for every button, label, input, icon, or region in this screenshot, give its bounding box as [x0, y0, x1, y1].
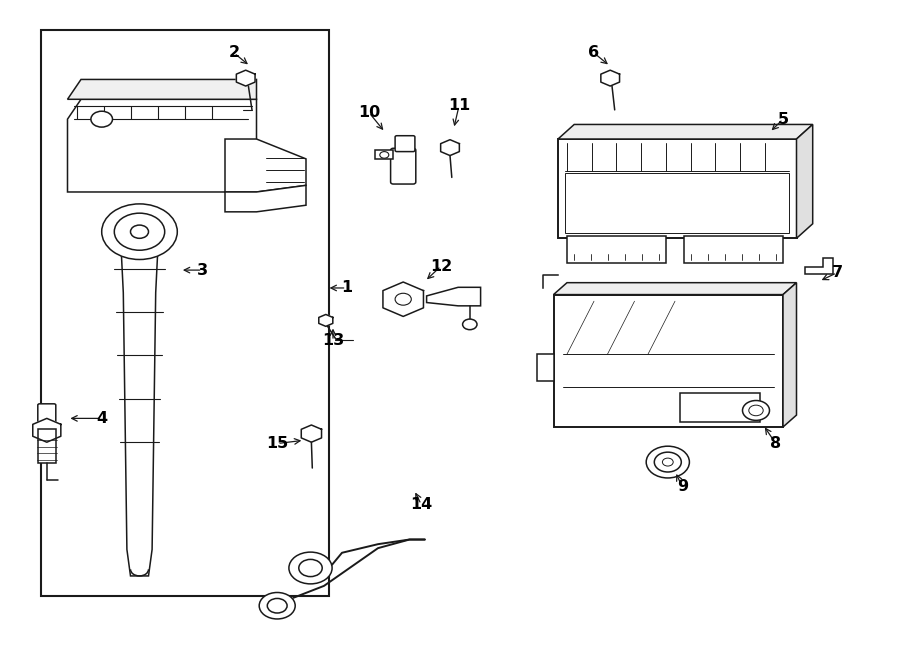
Polygon shape — [375, 150, 393, 159]
Polygon shape — [601, 70, 619, 86]
Text: 10: 10 — [358, 105, 380, 120]
Circle shape — [742, 401, 770, 420]
Polygon shape — [554, 283, 796, 295]
Polygon shape — [319, 314, 333, 326]
Bar — [565, 173, 789, 233]
Text: 1: 1 — [341, 281, 352, 295]
Polygon shape — [427, 287, 481, 306]
Bar — [38, 429, 56, 463]
Circle shape — [114, 213, 165, 250]
Bar — [554, 295, 783, 427]
Polygon shape — [68, 99, 256, 192]
Circle shape — [395, 293, 411, 305]
Text: 7: 7 — [832, 265, 842, 280]
Polygon shape — [796, 124, 813, 238]
Polygon shape — [558, 124, 813, 139]
Polygon shape — [68, 79, 256, 99]
Text: 13: 13 — [322, 334, 344, 348]
Polygon shape — [783, 283, 796, 427]
Text: 3: 3 — [197, 263, 208, 277]
Circle shape — [289, 552, 332, 584]
Circle shape — [646, 446, 689, 478]
Circle shape — [130, 225, 148, 238]
Polygon shape — [805, 258, 833, 274]
Polygon shape — [225, 185, 306, 212]
Bar — [680, 393, 760, 422]
Bar — [537, 354, 554, 381]
Circle shape — [102, 204, 177, 260]
Bar — [684, 236, 783, 263]
Polygon shape — [122, 256, 158, 576]
Circle shape — [662, 458, 673, 466]
Polygon shape — [225, 139, 306, 192]
Polygon shape — [237, 70, 255, 86]
Text: 5: 5 — [778, 112, 788, 126]
Text: 15: 15 — [266, 436, 288, 451]
Circle shape — [380, 152, 389, 158]
FancyBboxPatch shape — [38, 404, 56, 425]
Text: 8: 8 — [770, 436, 781, 451]
Polygon shape — [302, 425, 321, 442]
Circle shape — [463, 319, 477, 330]
FancyBboxPatch shape — [391, 148, 416, 184]
Circle shape — [749, 405, 763, 416]
Text: 6: 6 — [589, 46, 599, 60]
Text: 4: 4 — [96, 411, 107, 426]
Text: 14: 14 — [410, 497, 432, 512]
Circle shape — [654, 452, 681, 472]
Polygon shape — [32, 418, 61, 442]
Bar — [40, 30, 328, 596]
Bar — [567, 236, 666, 263]
Circle shape — [91, 111, 112, 127]
Circle shape — [299, 559, 322, 577]
Text: 11: 11 — [448, 99, 470, 113]
Circle shape — [267, 598, 287, 613]
Circle shape — [259, 592, 295, 619]
FancyBboxPatch shape — [395, 136, 415, 152]
Bar — [558, 139, 796, 238]
Text: 2: 2 — [229, 46, 239, 60]
Text: 12: 12 — [430, 259, 452, 273]
Polygon shape — [441, 140, 459, 156]
Text: 9: 9 — [677, 479, 688, 494]
Polygon shape — [382, 282, 424, 316]
